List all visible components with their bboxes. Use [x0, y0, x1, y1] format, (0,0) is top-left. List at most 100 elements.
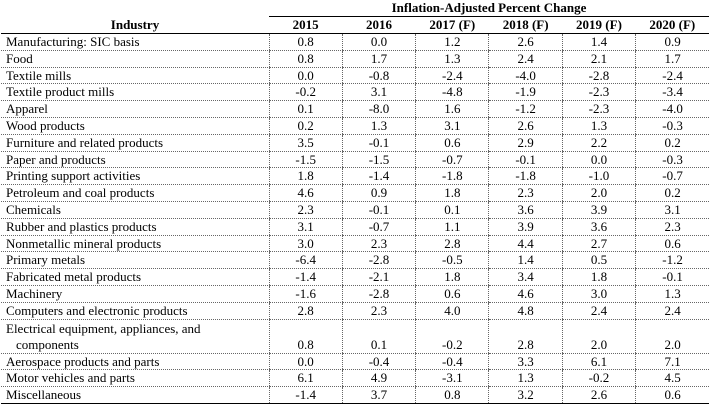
table-row: Computers and electronic products 2.8 2.3 4… — [1, 302, 710, 320]
industry-label: Fabricated metal products — [6, 269, 142, 285]
value-cell: -2.1 — [341, 268, 416, 286]
industry-label: Nonmetallic mineral products — [6, 235, 162, 251]
value-cell: -1.5 — [268, 151, 343, 169]
industry-cell: Miscellaneous — [1, 386, 269, 404]
table-row: Textile product mills -0.2 3.1 -4.8 -1.9 -2.3… — [1, 83, 710, 102]
value-cell: 4.0 — [415, 302, 489, 320]
value-cell: -4.8 — [415, 83, 489, 102]
value-cell: 1.3 — [561, 117, 636, 135]
value-cell: 3.1 — [341, 83, 416, 102]
value-cell: 4.8 — [488, 302, 563, 320]
value-cell: 2.8 — [415, 235, 489, 253]
value-cell: 0.6 — [635, 235, 710, 253]
table-row: Rubber and plastics products 3.1 -0.7 1.1 3.… — [1, 218, 710, 236]
value-cell: -0.2 — [415, 319, 489, 354]
value-cell: -4.0 — [635, 100, 710, 118]
value-cell: -0.1 — [488, 151, 563, 169]
value-cell: 1.3 — [415, 50, 489, 68]
industry-label: Primary metals — [6, 252, 86, 268]
value-cell: -8.0 — [341, 100, 416, 118]
value-cell: 1.3 — [635, 285, 710, 303]
table-row: Printing support activities 1.8 -1.4 -1.8 -1… — [1, 167, 710, 186]
value-cell: -1.9 — [488, 83, 563, 102]
value-cell: 0.6 — [415, 134, 489, 152]
industry-cell: Petroleum and coal products — [1, 184, 269, 202]
industry-cell: Manufacturing: SIC basis — [1, 33, 269, 51]
value-cell: -0.4 — [415, 353, 489, 371]
year-header: 2017 (F) — [415, 16, 489, 34]
industry-label: Miscellaneous — [6, 387, 82, 403]
value-cell: 2.3 — [488, 184, 563, 202]
value-cell: 2.0 — [561, 184, 636, 202]
table-row: Nonmetallic mineral products 3.0 2.3 2.8 4.4… — [1, 235, 710, 253]
industry-label: Printing support activities — [6, 168, 141, 184]
industry-cell: Wood products — [1, 117, 269, 135]
value-cell: 2.2 — [561, 134, 636, 152]
year-header-row: 2015 2016 2017 (F) 2018 (F) 2019 (F) 2020 (F) — [1, 16, 710, 34]
value-cell: 1.4 — [488, 251, 563, 270]
value-cell: -0.1 — [341, 134, 416, 152]
value-cell: 2.3 — [268, 201, 343, 219]
table-row: Apparel 0.1 -8.0 1.6 -1.2 -2.3 -4.0 — [1, 100, 710, 118]
table-row: Paper and products -1.5 -1.5 -0.7 -0.1 0.0 -0.… — [1, 151, 710, 169]
group-column-header: Inflation-Adjusted Percent Change — [269, 0, 710, 17]
value-cell: -0.7 — [635, 167, 710, 186]
value-cell: 0.1 — [268, 100, 343, 118]
value-cell: -0.3 — [635, 117, 710, 135]
industry-label: Machinery — [6, 285, 63, 301]
value-cell: 0.6 — [635, 386, 710, 404]
industry-cell: Paper and products — [1, 151, 269, 169]
value-cell: 3.1 — [635, 201, 710, 219]
industry-cell: Nonmetallic mineral products — [1, 235, 269, 253]
table-row: Furniture and related products 3.5 -0.1 0.6… — [1, 134, 710, 152]
value-cell: 1.2 — [415, 33, 489, 51]
industry-label: Chemicals — [6, 201, 61, 217]
industry-cell: Food — [1, 50, 269, 68]
value-cell: 1.8 — [415, 268, 489, 286]
industry-cell: Rubber and plastics products — [1, 218, 269, 236]
value-cell: -2.4 — [415, 67, 489, 85]
year-header: 2015 — [269, 16, 343, 34]
value-cell: 2.4 — [561, 302, 636, 320]
value-cell: 6.1 — [268, 369, 343, 388]
value-cell: 0.8 — [268, 50, 343, 68]
value-cell: 4.9 — [341, 369, 416, 388]
value-cell: 0.9 — [341, 184, 416, 202]
value-cell: 3.0 — [561, 285, 636, 303]
table-row: Electrical equipment, appliances, and com… — [1, 319, 710, 354]
industry-cell: Computers and electronic products — [1, 302, 269, 320]
value-cell: -1.8 — [488, 167, 563, 186]
value-cell: -2.3 — [561, 100, 636, 118]
table-row: Food 0.8 1.7 1.3 2.4 2.1 1.7 — [1, 50, 710, 68]
value-cell: 3.1 — [415, 117, 489, 135]
value-cell: 2.6 — [561, 386, 636, 404]
table-row: Motor vehicles and parts 6.1 4.9 -3.1 1.3 -0.… — [1, 369, 710, 388]
value-cell: 3.9 — [488, 218, 563, 236]
value-cell: -4.0 — [488, 67, 563, 85]
table-row: Petroleum and coal products 4.6 0.9 1.8 2.3 2… — [1, 184, 710, 202]
value-cell: -1.4 — [341, 167, 416, 186]
value-cell: 3.4 — [488, 268, 563, 286]
value-cell: 4.6 — [268, 184, 343, 202]
industry-label: Textile product mills — [6, 84, 115, 100]
value-cell: 0.2 — [635, 134, 710, 152]
value-cell: 3.9 — [561, 201, 636, 219]
table-row: Fabricated metal products -1.4 -2.1 1.8 3.4 1… — [1, 268, 710, 286]
industry-cell: Primary metals — [1, 251, 269, 270]
value-cell: 3.1 — [268, 218, 343, 236]
value-cell: 2.0 — [635, 319, 710, 354]
value-cell: 3.2 — [488, 386, 563, 404]
value-cell: 3.7 — [341, 386, 416, 404]
industry-cell: Aerospace products and parts — [1, 353, 269, 371]
value-cell: -0.4 — [341, 353, 416, 371]
table-row: Chemicals 2.3 -0.1 0.1 3.6 3.9 3.1 — [1, 201, 710, 219]
value-cell: 0.0 — [341, 33, 416, 51]
value-cell: 2.4 — [488, 50, 563, 68]
value-cell: -0.1 — [635, 268, 710, 286]
value-cell: -1.4 — [268, 268, 343, 286]
value-cell: 1.4 — [561, 33, 636, 51]
year-header: 2020 (F) — [635, 16, 710, 34]
value-cell: 4.4 — [488, 235, 563, 253]
